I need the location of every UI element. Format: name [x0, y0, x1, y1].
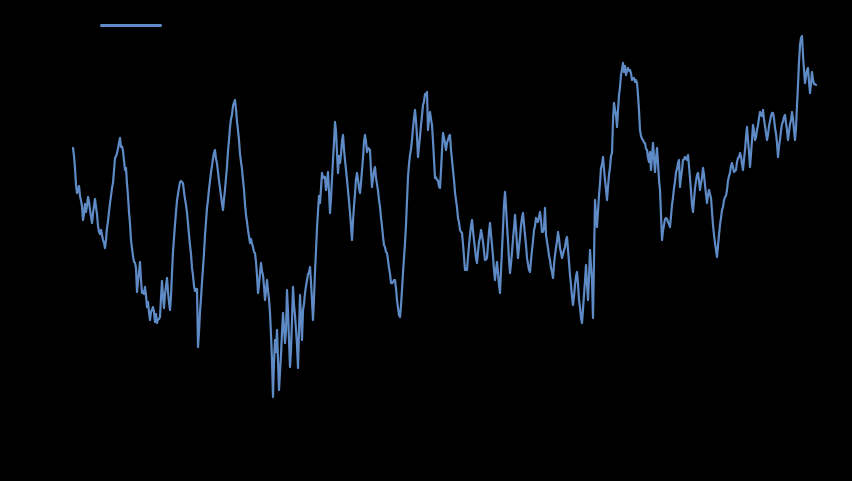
data-series-line: [71, 34, 818, 399]
legend-line-swatch: [100, 24, 162, 27]
